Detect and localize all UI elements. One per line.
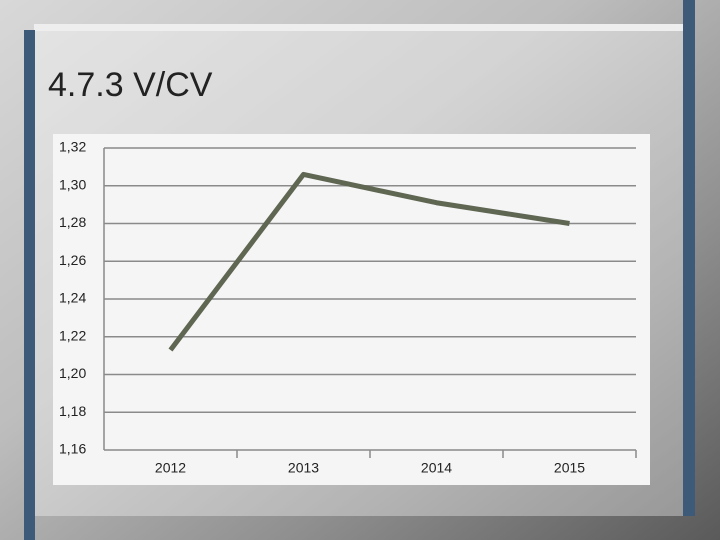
y-tick-label: 1,22: [59, 327, 86, 343]
y-tick-label: 1,26: [59, 252, 86, 268]
x-tick-label: 2012: [155, 460, 186, 476]
x-tick-label: 2013: [288, 460, 319, 476]
top-stripe: [34, 24, 683, 31]
y-tick-label: 1,18: [59, 403, 86, 419]
y-tick-label: 1,20: [59, 365, 86, 381]
chart-area: [53, 134, 650, 485]
left-bar: [24, 30, 35, 540]
data-line: [168, 171, 570, 352]
plot: 1,16 1,18 1,20 1,22 1,24 1,26 1,28 1,30 1,32 2012…: [59, 139, 637, 476]
y-tick-label: 1,30: [59, 176, 86, 192]
slide-title: 4.7.3 V/CV: [48, 66, 213, 104]
y-tick-label: 1,28: [59, 214, 86, 230]
right-bar: [683, 0, 695, 516]
y-tick-label: 1,32: [59, 139, 86, 155]
y-tick-label: 1,24: [59, 290, 86, 306]
x-tick-label: 2015: [554, 460, 585, 476]
x-tick-label: 2014: [421, 460, 452, 476]
y-tick-label: 1,16: [59, 441, 86, 457]
